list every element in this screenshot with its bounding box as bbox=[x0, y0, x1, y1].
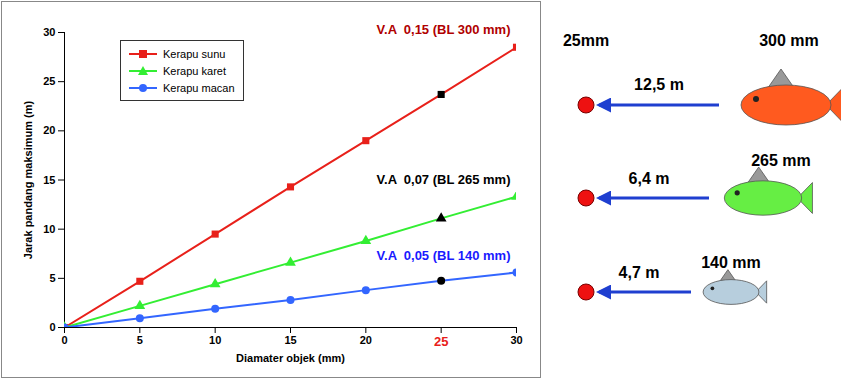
svg-text:30: 30 bbox=[510, 334, 522, 346]
svg-text:20: 20 bbox=[360, 334, 372, 346]
svg-text:20: 20 bbox=[43, 124, 55, 136]
svg-text:140 mm: 140 mm bbox=[701, 254, 761, 271]
svg-text:300 mm: 300 mm bbox=[759, 32, 819, 49]
svg-text:12,5 m: 12,5 m bbox=[634, 76, 684, 93]
html-text:Kerapu macan: Kerapu macan bbox=[163, 81, 235, 94]
svg-text:10: 10 bbox=[209, 334, 221, 346]
svg-text:6,4 m: 6,4 m bbox=[629, 170, 670, 187]
svg-text:4,7 m: 4,7 m bbox=[619, 264, 660, 281]
svg-text:5: 5 bbox=[49, 272, 55, 284]
svg-text:265 mm: 265 mm bbox=[751, 152, 811, 169]
svg-text:30: 30 bbox=[43, 26, 55, 38]
svg-text:Jarak pandang maksimum (m): Jarak pandang maksimum (m) bbox=[22, 101, 34, 260]
svg-text:25: 25 bbox=[43, 75, 55, 87]
svg-text:10: 10 bbox=[43, 223, 55, 235]
svg-text:5: 5 bbox=[137, 334, 143, 346]
svg-text:25mm: 25mm bbox=[563, 32, 609, 49]
html-text:Kerapu sunu: Kerapu sunu bbox=[163, 47, 226, 60]
svg-text:V.A 0,07 (BL 265 mm): V.A 0,07 (BL 265 mm) bbox=[377, 172, 511, 187]
svg-text:15: 15 bbox=[43, 174, 55, 186]
html-text:Kerapu karet: Kerapu karet bbox=[163, 64, 226, 77]
svg-text:V.A 0,05 (BL 140 mm): V.A 0,05 (BL 140 mm) bbox=[377, 248, 511, 263]
svg-text:Diamater objek (mm): Diamater objek (mm) bbox=[236, 352, 345, 364]
svg-text:0: 0 bbox=[49, 321, 55, 333]
svg-text:15: 15 bbox=[284, 334, 296, 346]
svg-text:V.A 0,15 (BL 300 mm): V.A 0,15 (BL 300 mm) bbox=[377, 22, 511, 37]
svg-text:0: 0 bbox=[61, 334, 67, 346]
svg-text:25: 25 bbox=[434, 334, 448, 349]
